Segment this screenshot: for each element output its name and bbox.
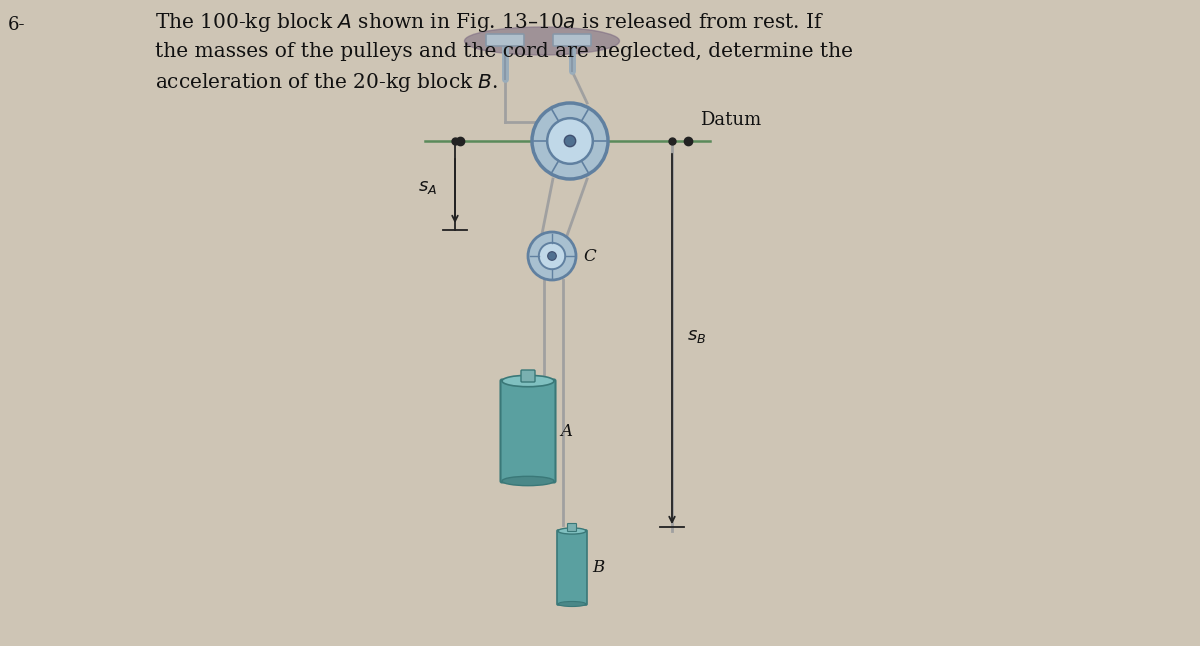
Ellipse shape xyxy=(464,27,619,55)
FancyBboxPatch shape xyxy=(486,34,524,46)
Text: B: B xyxy=(592,559,605,576)
Circle shape xyxy=(547,118,593,164)
Circle shape xyxy=(532,103,608,179)
Circle shape xyxy=(528,232,576,280)
Text: Datum: Datum xyxy=(700,111,761,129)
FancyBboxPatch shape xyxy=(521,370,535,382)
Text: 6-: 6- xyxy=(8,16,25,34)
FancyBboxPatch shape xyxy=(500,379,556,483)
Text: A: A xyxy=(560,422,572,439)
FancyBboxPatch shape xyxy=(557,530,587,605)
Circle shape xyxy=(539,243,565,269)
Text: $s_A$: $s_A$ xyxy=(418,178,437,196)
Circle shape xyxy=(547,252,557,260)
FancyBboxPatch shape xyxy=(553,34,592,46)
Text: C: C xyxy=(583,247,595,264)
Ellipse shape xyxy=(558,528,586,534)
Text: $s_B$: $s_B$ xyxy=(686,327,707,345)
Ellipse shape xyxy=(502,375,554,387)
Circle shape xyxy=(564,135,576,147)
Ellipse shape xyxy=(558,601,586,607)
FancyBboxPatch shape xyxy=(568,523,576,532)
Text: The 100-kg block $A$ shown in Fig. 13–10$a$ is released from rest. If
the masses: The 100-kg block $A$ shown in Fig. 13–10… xyxy=(155,11,853,94)
Ellipse shape xyxy=(502,476,554,486)
